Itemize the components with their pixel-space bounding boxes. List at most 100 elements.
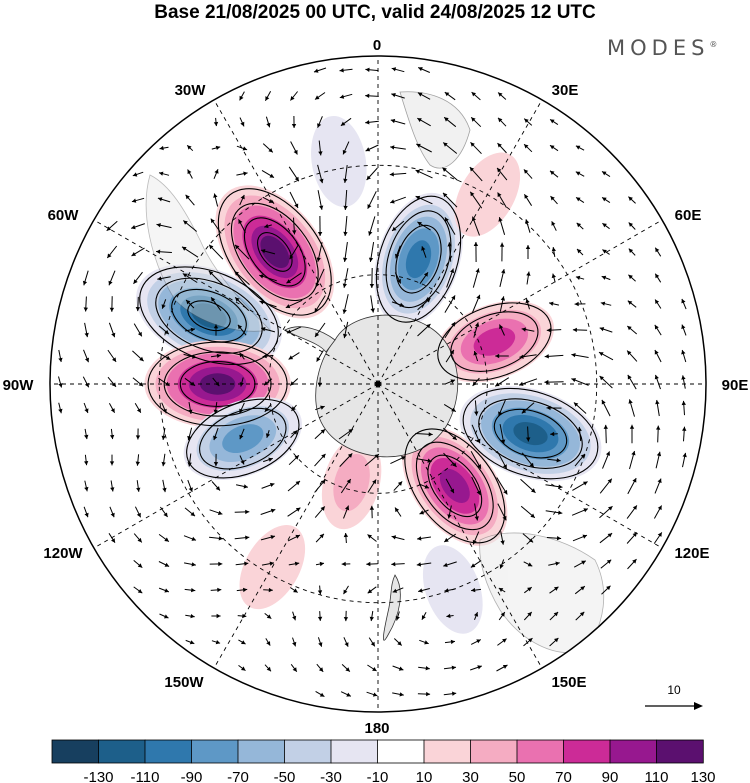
wind-vector-head-416 <box>190 614 195 619</box>
wind-vector-head-264 <box>135 435 141 440</box>
wind-vector-head-216 <box>599 352 604 356</box>
wind-vector-head-2 <box>339 68 344 73</box>
wind-vector-head-93 <box>264 223 269 229</box>
wind-vector-head-349 <box>558 510 563 515</box>
anomaly-center-9 <box>321 436 382 530</box>
wind-vector-head-56 <box>343 178 348 183</box>
wind-vector-head-285 <box>109 461 115 466</box>
wind-vector-head-353 <box>657 505 662 511</box>
wind-vector-head-373 <box>607 533 613 538</box>
wind-vector-head-77 <box>390 199 395 204</box>
wind-vector-head-369 <box>500 540 505 545</box>
wind-vector-head-173 <box>600 301 606 306</box>
wind-vector-head-396 <box>137 589 143 594</box>
wind-vector-head-95 <box>317 232 323 236</box>
wind-vector-head-267 <box>213 435 218 441</box>
colorbar-swatch-13 <box>609 739 658 764</box>
colorbar-tick-14: 130 <box>690 769 715 783</box>
wind-vector-head-455 <box>451 665 456 670</box>
wind-vector-head-296 <box>401 456 406 461</box>
wind-vector-head-117 <box>343 257 348 262</box>
wind-vector-head-439 <box>370 641 375 647</box>
wind-vector-head-64 <box>550 170 555 175</box>
wind-vector-head-61 <box>469 167 475 172</box>
wind-vector-head-300 <box>502 464 507 469</box>
wind-vector-head-181 <box>190 327 195 332</box>
wind-vector-head-431 <box>579 611 585 617</box>
wind-vector-head-387 <box>416 562 422 567</box>
wind-vector-head-97 <box>368 231 373 236</box>
wind-vector-head-362 <box>319 533 324 539</box>
wind-vector-head-442 <box>450 639 455 645</box>
wind-vector-head-21 <box>317 123 322 128</box>
colorbar-tick-labels: -130 -110 -90 -70 -50 -30 -10 10 30 50 70 90 110 130 <box>83 769 715 783</box>
wind-vector-head-101 <box>471 216 476 222</box>
wind-vector-head-91 <box>210 218 215 224</box>
wind-vector-head-249 <box>264 407 269 412</box>
wind-vector-head-394 <box>606 559 612 564</box>
wind-vector-head-306 <box>656 451 662 457</box>
wind-vector-head-435 <box>266 641 271 646</box>
wind-vector-head-240 <box>681 375 686 380</box>
wind-vector-head-402 <box>293 588 298 593</box>
wind-vector-head-63 <box>523 169 529 174</box>
wind-vector-head-1 <box>314 68 319 73</box>
wind-vector-head-57 <box>366 175 371 180</box>
wind-vector-head-457 <box>502 665 508 669</box>
wind-vector-head-167 <box>451 295 456 300</box>
wind-vector-head-386 <box>391 562 396 567</box>
wind-vector-head-17 <box>213 121 219 127</box>
wind-vector-head-384 <box>341 561 346 567</box>
wind-vector-head-161 <box>285 304 291 309</box>
wind-vector-head-454 <box>425 666 430 671</box>
wind-vector-head-49 <box>159 171 164 176</box>
colorbar-tick-6: -30 <box>320 769 342 783</box>
wind-vector-head-355 <box>137 537 142 543</box>
wind-vector-head-451 <box>345 667 350 672</box>
wind-vector-head-3 <box>365 67 370 72</box>
wind-vector-head-19 <box>266 122 271 128</box>
wind-vector-head-244 <box>136 408 141 413</box>
colorbar <box>51 739 704 764</box>
wind-vector-head-87 <box>106 226 112 231</box>
wind-vector-head-443 <box>476 639 481 644</box>
contour-set-6 <box>437 302 552 381</box>
colorbar-tick-5: -50 <box>274 769 296 783</box>
wind-vector-head-274 <box>452 435 457 440</box>
colorbar-tick-10: 50 <box>509 769 526 783</box>
wind-vector-head-199 <box>58 357 63 362</box>
wind-vector-head-96 <box>343 231 348 236</box>
wind-vector-head-157 <box>186 300 191 305</box>
wind-vector-head-152 <box>655 273 660 279</box>
wind-vector-head-335 <box>190 511 195 517</box>
wind-vector-head-203 <box>166 355 171 360</box>
wind-vector-head-189 <box>451 322 456 327</box>
wind-vector-head-258 <box>601 399 606 405</box>
wind-vector-head-308 <box>84 486 89 492</box>
wind-vector-head-405 <box>367 589 373 594</box>
wind-vector-head-261 <box>681 400 686 406</box>
wind-vector-head-444 <box>502 638 507 643</box>
wind-vector-head-414 <box>606 585 611 591</box>
wind-vector-head-147 <box>526 271 531 276</box>
wind-vector-head-136 <box>234 271 239 276</box>
wind-vector-head-131 <box>108 280 113 286</box>
wind-vector-head-123 <box>499 242 505 247</box>
wind-vector-head-270 <box>293 430 298 435</box>
brand-logo: MODES® <box>607 36 717 60</box>
wind-vector-head-205 <box>216 353 221 358</box>
colorbar-swatch-5 <box>237 739 286 764</box>
wind-vector-head-327 <box>583 481 588 486</box>
wind-vector-head-286 <box>135 461 140 466</box>
wind-vector-head-218 <box>654 350 659 355</box>
wind-vector-head-47 <box>575 145 581 150</box>
wind-vector-head-7 <box>265 96 270 101</box>
wind-vector-head-423 <box>369 616 374 621</box>
meridian-300 <box>93 219 379 385</box>
wind-vector-head-238 <box>627 374 632 380</box>
meridian-120 <box>377 383 663 549</box>
wind-vector-head-33 <box>215 145 221 150</box>
anomaly-center-6 <box>434 300 555 383</box>
wind-vector-head-391 <box>527 562 533 567</box>
wind-vector-head-90 <box>183 220 188 225</box>
